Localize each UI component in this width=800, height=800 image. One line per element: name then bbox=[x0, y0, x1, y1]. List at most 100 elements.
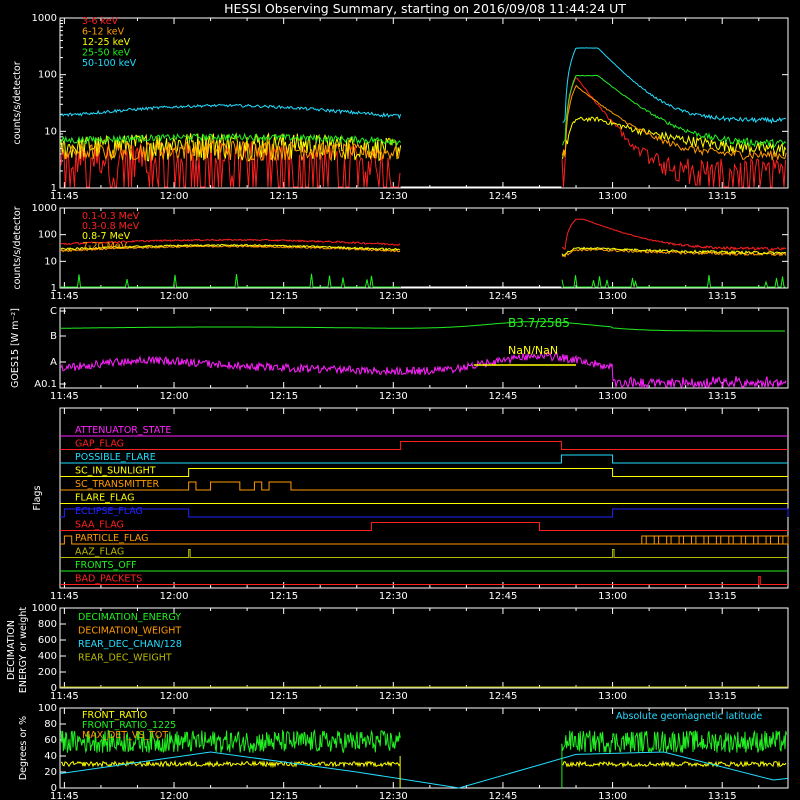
flag-trace bbox=[60, 576, 788, 585]
goes-short-label: NaN/NaN bbox=[508, 344, 558, 357]
ratio-ytick-label: 20 bbox=[44, 767, 57, 778]
hxr-3-6kev-trace bbox=[60, 77, 786, 188]
ratio-legend-item: FRONT_RATIO_1225 bbox=[82, 720, 176, 731]
hxr-ylabel: counts/s/detector bbox=[12, 61, 23, 144]
dec-ytick-label: 600 bbox=[38, 635, 57, 646]
chart-text: 11:45 12:00 12:15 12:30 12:45 13:00 13:1511010… bbox=[6, 13, 762, 800]
hxr-25-50kev-trace bbox=[60, 74, 787, 149]
hxr-legend-item: 12-25 keV bbox=[82, 37, 131, 48]
goes-long-label: B3.7/2585 bbox=[508, 316, 570, 330]
dec-legend-item: DECIMATION_ENERGY bbox=[78, 612, 181, 623]
goes-long-trace bbox=[61, 321, 785, 332]
goes-ytick-label: C bbox=[50, 306, 57, 317]
ratio-ytick-label: 40 bbox=[44, 751, 57, 762]
goes-ytick-label: A bbox=[50, 357, 57, 368]
ratio-time-label: 13:15 bbox=[708, 791, 737, 800]
gamma-0.8-7mev-trace bbox=[60, 243, 787, 256]
dec-ytick-label: 1000 bbox=[32, 603, 57, 614]
flag-label: SC_IN_SUNLIGHT bbox=[75, 466, 156, 477]
gamma-time-label: 12:30 bbox=[379, 291, 408, 302]
gamma-legend-item: 0.8-7 MeV bbox=[82, 231, 131, 242]
ratio-time-label: 11:45 bbox=[50, 791, 79, 800]
hxr-frame bbox=[59, 17, 789, 189]
dec-legend-item: REAR_DEC_CHAN/128 bbox=[78, 639, 182, 650]
goes-time-label: 13:00 bbox=[598, 391, 627, 402]
dec-time-label: 12:00 bbox=[160, 691, 189, 702]
dec-ytick-label: 0 bbox=[51, 683, 57, 694]
goes-ytick-label: A0.1 bbox=[34, 379, 57, 390]
ratio-ytick-label: 60 bbox=[44, 735, 57, 746]
flag-trace bbox=[60, 454, 788, 464]
flag-trace bbox=[60, 549, 788, 558]
gamma-time-label: 11:45 bbox=[50, 291, 79, 302]
flag-trace bbox=[60, 441, 788, 450]
hxr-time-label: 13:00 bbox=[598, 191, 627, 202]
data-traces bbox=[59, 47, 789, 789]
ratio-annotation: Absolute geomagnetic latitude bbox=[616, 711, 762, 722]
hxr-time-label: 12:30 bbox=[379, 191, 408, 202]
dec-time-label: 12:15 bbox=[269, 691, 298, 702]
ratio-time-label: 12:45 bbox=[489, 791, 518, 800]
flags-time-label: 12:15 bbox=[269, 591, 298, 602]
gamma-frame bbox=[59, 207, 789, 289]
flags-time-label: 12:30 bbox=[379, 591, 408, 602]
dec-time-label: 13:15 bbox=[708, 691, 737, 702]
flag-label: FLARE_FLAG bbox=[75, 493, 135, 504]
flag-label: SC_TRANSMITTER bbox=[75, 479, 160, 490]
flag-trace bbox=[60, 522, 788, 531]
dec-frame bbox=[59, 607, 789, 689]
gamma-legend-item: 0.3-0.8 MeV bbox=[82, 221, 140, 232]
goes-time-label: 12:30 bbox=[379, 391, 408, 402]
hxr-ytick-label: 10 bbox=[44, 126, 57, 137]
gamma-time-label: 12:00 bbox=[160, 291, 189, 302]
hxr-ytick-label: 100 bbox=[38, 70, 57, 81]
goes-time-label: 12:00 bbox=[160, 391, 189, 402]
dec-time-label: 12:45 bbox=[489, 691, 518, 702]
panel-frames bbox=[59, 17, 789, 789]
gamma-time-label: 12:45 bbox=[489, 291, 518, 302]
goes-time-label: 12:45 bbox=[489, 391, 518, 402]
dec-time-label: 11:45 bbox=[50, 691, 79, 702]
gamma-legend-item: 7-20 MeV bbox=[82, 241, 128, 252]
gamma-ylabel: counts/s/detector bbox=[12, 206, 23, 289]
flags-time-label: 13:00 bbox=[598, 591, 627, 602]
hxr-ytick-label: 1 bbox=[51, 183, 57, 194]
ratio-geomag-latitude-trace bbox=[59, 751, 789, 789]
goes-time-label: 13:15 bbox=[708, 391, 737, 402]
flags-time-label: 12:00 bbox=[160, 591, 189, 602]
gamma-ytick-label: 1 bbox=[51, 283, 57, 294]
goes-frame bbox=[59, 307, 789, 389]
hxr-ytick-label: 1000 bbox=[32, 13, 57, 24]
hxr-legend-item: 3-6 keV bbox=[82, 16, 119, 27]
flag-label: AAZ_FLAG bbox=[75, 547, 124, 558]
goes-ytick-label: B bbox=[50, 331, 57, 342]
dec-legend-item: DECIMATION_WEIGHT bbox=[78, 626, 181, 637]
ratio-ytick-label: 0 bbox=[51, 783, 57, 794]
dec-legend-item: REAR_DEC_WEIGHT bbox=[78, 653, 172, 664]
hxr-time-label: 13:15 bbox=[708, 191, 737, 202]
flag-label: SAA_FLAG bbox=[75, 520, 124, 531]
dec-time-label: 13:00 bbox=[598, 691, 627, 702]
gamma-ytick-label: 1000 bbox=[32, 203, 57, 214]
dec-time-label: 12:30 bbox=[379, 691, 408, 702]
hxr-6-12kev-trace bbox=[60, 84, 787, 162]
ratio-front-1225-trace bbox=[60, 729, 788, 754]
ratio-legend-item: FRONT_RATIO bbox=[82, 710, 147, 721]
hxr-legend-item: 50-100 keV bbox=[82, 58, 137, 69]
flag-label: ATTENUATOR_STATE bbox=[75, 425, 171, 436]
flag-label: FRONTS_OFF bbox=[75, 560, 137, 571]
gamma-time-label: 13:15 bbox=[708, 291, 737, 302]
flag-trace bbox=[60, 481, 788, 491]
ratio-ytick-label: 80 bbox=[44, 719, 57, 730]
ratio-ylabel: Degrees or % bbox=[18, 716, 29, 780]
ratio-ytick-label: 100 bbox=[38, 703, 57, 714]
ratio-frame bbox=[59, 707, 789, 789]
flag-label: ECLIPSE_FLAG bbox=[75, 506, 143, 517]
goes-short-trace bbox=[60, 351, 787, 389]
gamma-time-label: 13:00 bbox=[598, 291, 627, 302]
flag-label: PARTICLE_FLAG bbox=[75, 533, 148, 544]
chart-title: HESSI Observing Summary, starting on 201… bbox=[224, 1, 626, 16]
hxr-time-label: 12:15 bbox=[269, 191, 298, 202]
ratio-time-label: 12:00 bbox=[160, 791, 189, 800]
